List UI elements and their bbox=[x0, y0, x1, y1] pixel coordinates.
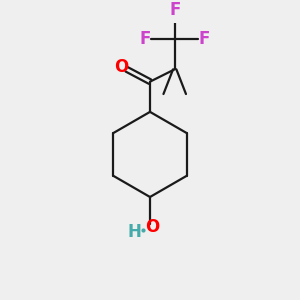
Text: O: O bbox=[115, 58, 129, 76]
Text: F: F bbox=[198, 30, 210, 48]
Text: H: H bbox=[127, 223, 141, 241]
Text: F: F bbox=[140, 30, 151, 48]
Text: O: O bbox=[145, 218, 159, 236]
Text: F: F bbox=[169, 1, 180, 19]
